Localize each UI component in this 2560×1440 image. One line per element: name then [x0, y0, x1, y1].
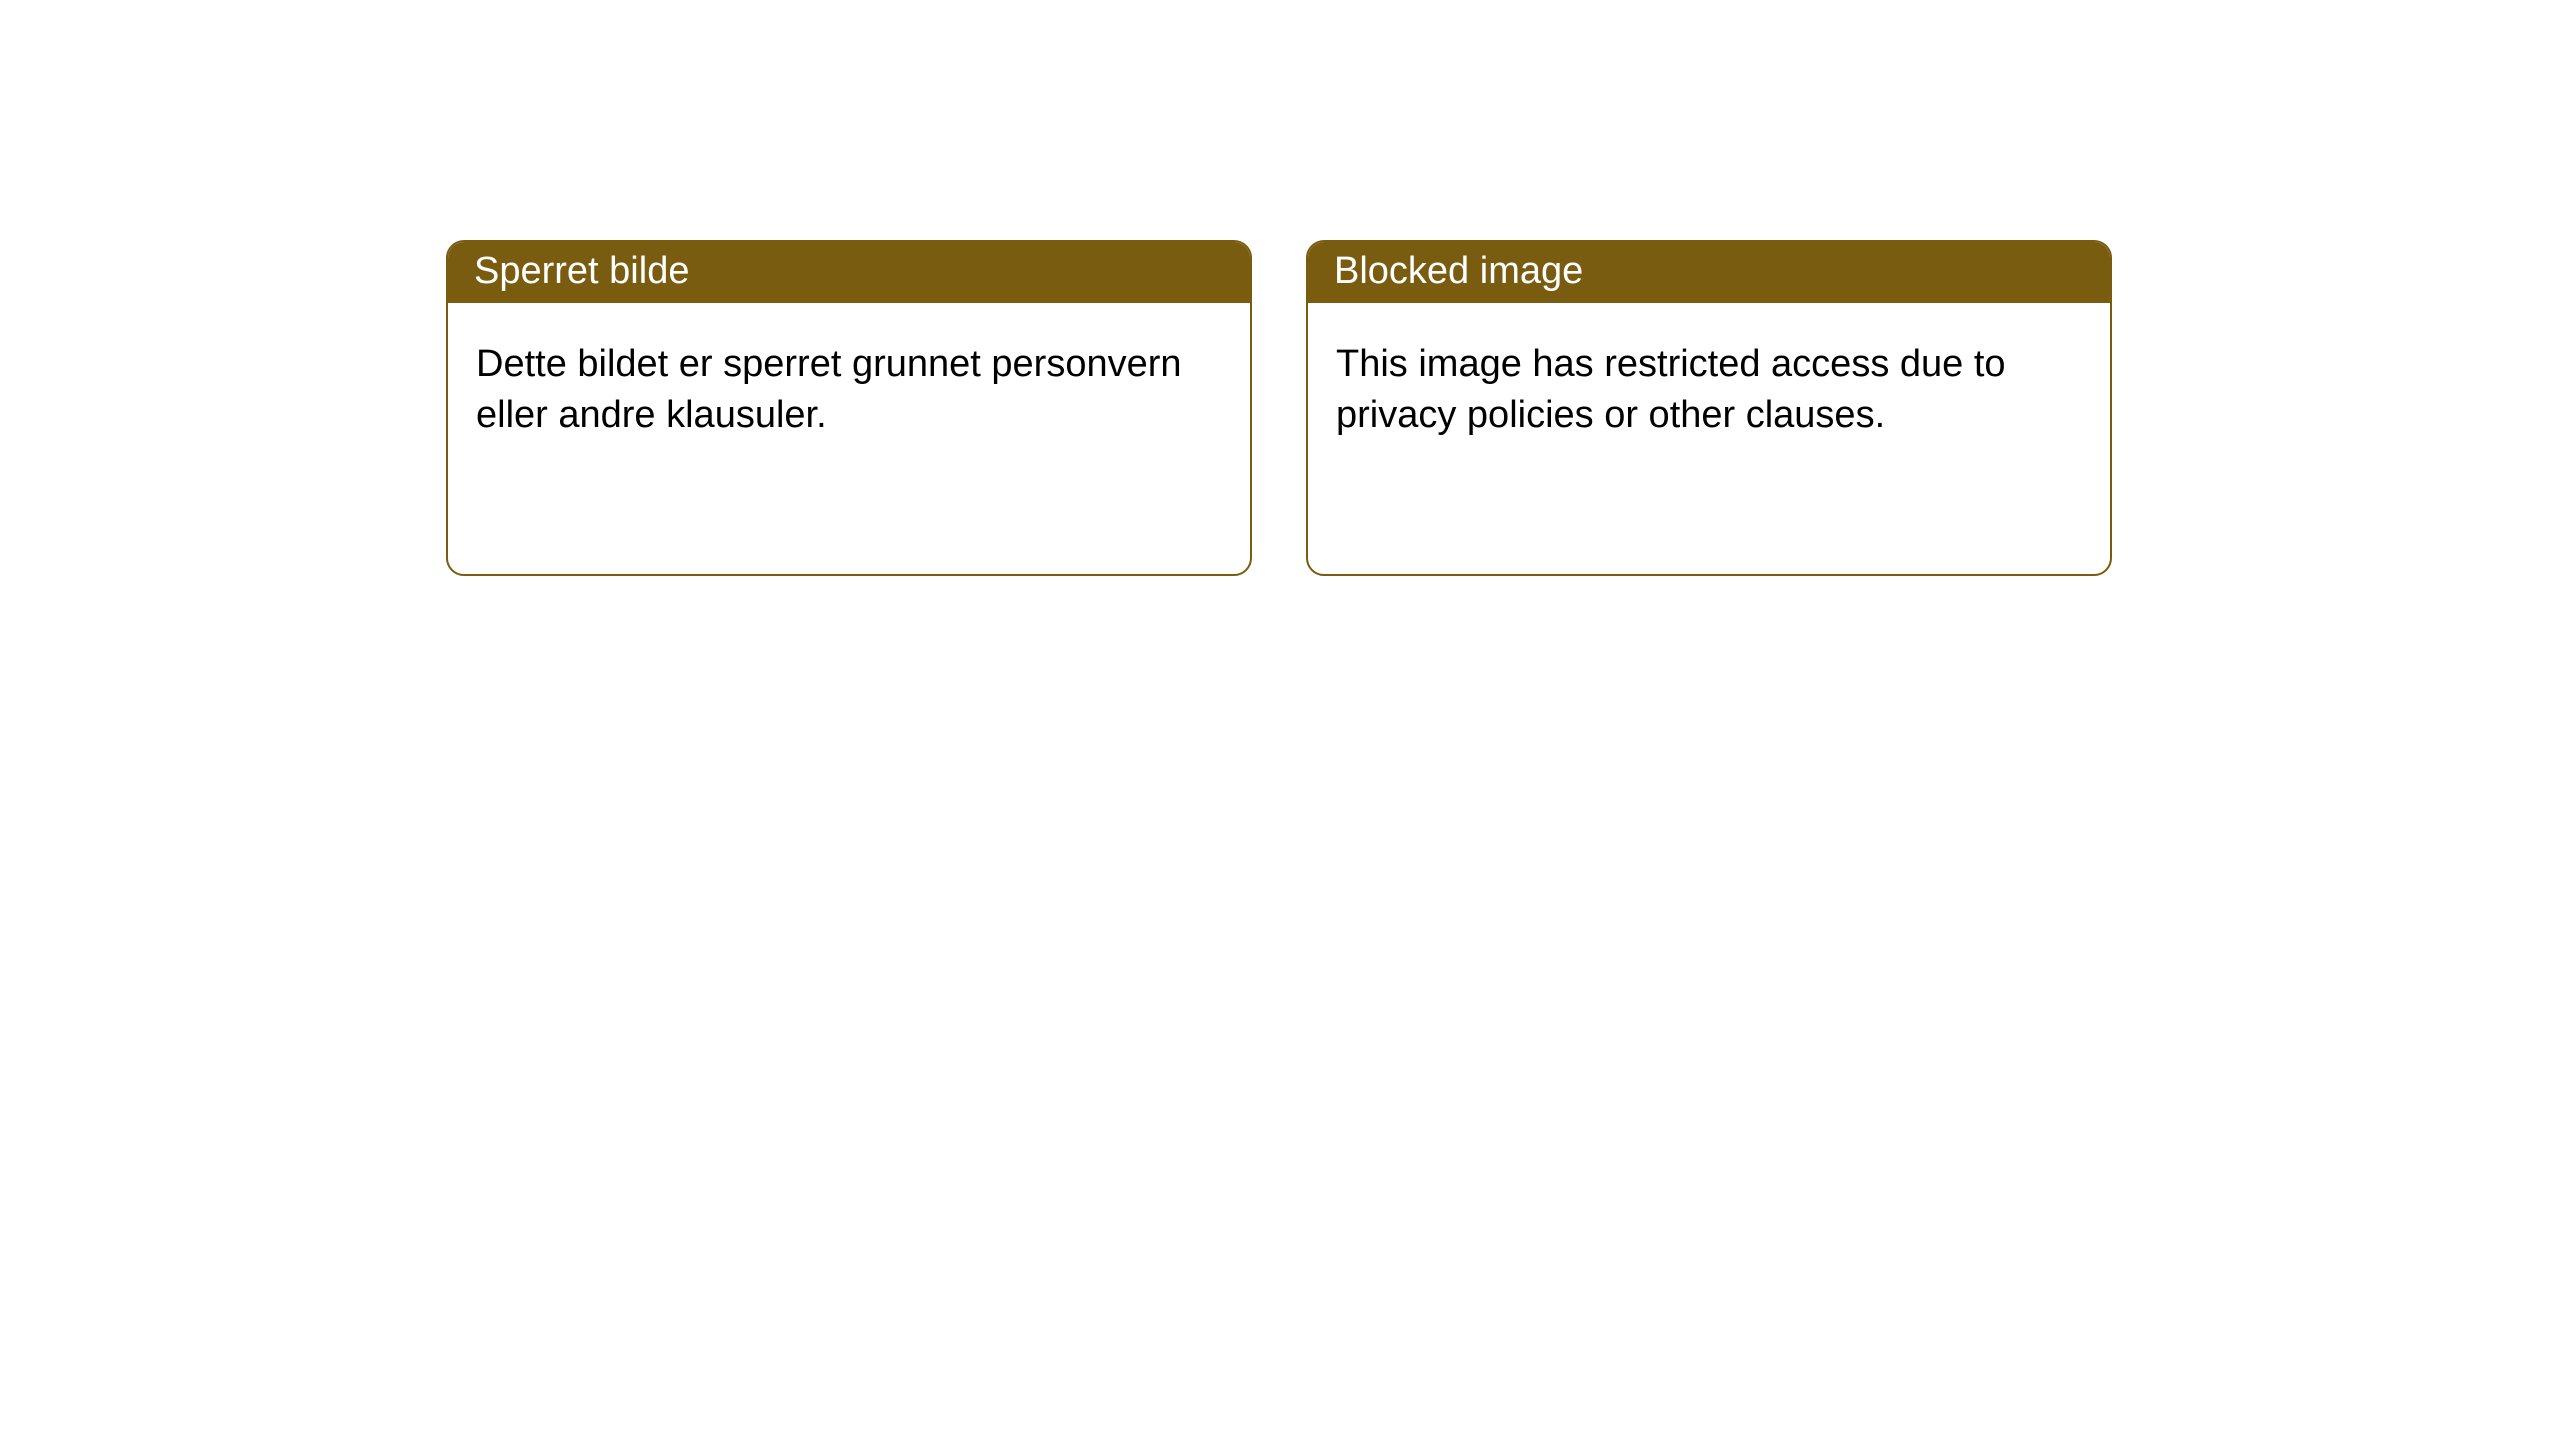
notice-cards-container: Sperret bilde Dette bildet er sperret gr… — [446, 240, 2112, 576]
card-title-norwegian: Sperret bilde — [448, 242, 1250, 303]
notice-card-english: Blocked image This image has restricted … — [1306, 240, 2112, 576]
notice-card-norwegian: Sperret bilde Dette bildet er sperret gr… — [446, 240, 1252, 576]
card-body-english: This image has restricted access due to … — [1308, 303, 2110, 478]
card-body-norwegian: Dette bildet er sperret grunnet personve… — [448, 303, 1250, 478]
card-title-english: Blocked image — [1308, 242, 2110, 303]
